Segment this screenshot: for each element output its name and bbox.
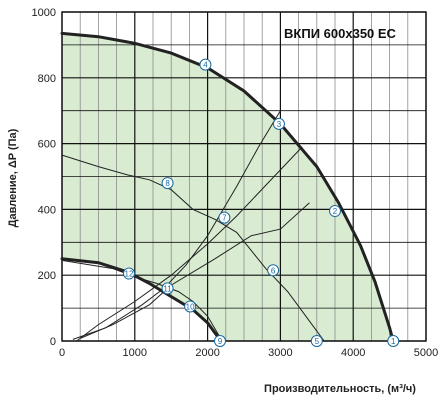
- chart-title: ВКПИ 600x350 ЕС: [284, 26, 397, 41]
- marker-5: [310, 335, 323, 347]
- marker-10: [184, 300, 197, 313]
- marker-label-10: 10: [186, 302, 195, 311]
- plot-frame: [61, 11, 427, 342]
- x-axis-label: Производительность, (м³/ч): [264, 383, 416, 395]
- marker-4: [199, 58, 212, 71]
- x-tick-label: 0: [59, 347, 65, 359]
- marker-8: [161, 177, 174, 190]
- x-tick-label: 1000: [123, 347, 147, 359]
- x-tick-label: 3000: [268, 347, 292, 359]
- y-tick-label: 0: [50, 336, 56, 348]
- y-tick-label: 600: [38, 139, 56, 151]
- marker-label-1: 1: [391, 337, 396, 346]
- marker-label-9: 9: [218, 337, 223, 346]
- y-tick-label: 400: [38, 204, 56, 216]
- marker-9: [213, 335, 226, 347]
- system-curve-curve-2: [72, 110, 281, 340]
- x-tick-label: 4000: [341, 347, 365, 359]
- marker-label-5: 5: [315, 337, 320, 346]
- system-curve-curve-1: [76, 146, 303, 342]
- marker-label-2: 2: [333, 207, 338, 216]
- marker-label-7: 7: [222, 214, 227, 223]
- x-tick-label: 2000: [195, 347, 219, 359]
- marker-label-4: 4: [203, 61, 208, 70]
- marker-label-8: 8: [165, 179, 170, 188]
- resistance-curve-r-1: [61, 154, 325, 342]
- marker-7: [218, 211, 231, 224]
- marker-1: [387, 335, 400, 347]
- marker-6: [267, 264, 280, 277]
- x-tick-label: 5000: [414, 347, 438, 359]
- marker-3: [272, 117, 285, 130]
- fan-curve-min: [60, 257, 224, 343]
- marker-11: [161, 282, 174, 295]
- y-tick-label: 800: [38, 73, 56, 85]
- y-axis-label: Давление, ΔP (Па): [7, 128, 19, 227]
- y-tick-label: 1000: [32, 7, 56, 19]
- marker-label-3: 3: [277, 120, 282, 129]
- marker-12: [122, 267, 135, 280]
- marker-2: [329, 205, 341, 218]
- marker-label-11: 11: [163, 284, 172, 293]
- y-tick-label: 200: [38, 270, 56, 282]
- system-curve-curve-3: [80, 202, 310, 339]
- marker-label-6: 6: [271, 266, 276, 275]
- marker-label-12: 12: [125, 270, 134, 279]
